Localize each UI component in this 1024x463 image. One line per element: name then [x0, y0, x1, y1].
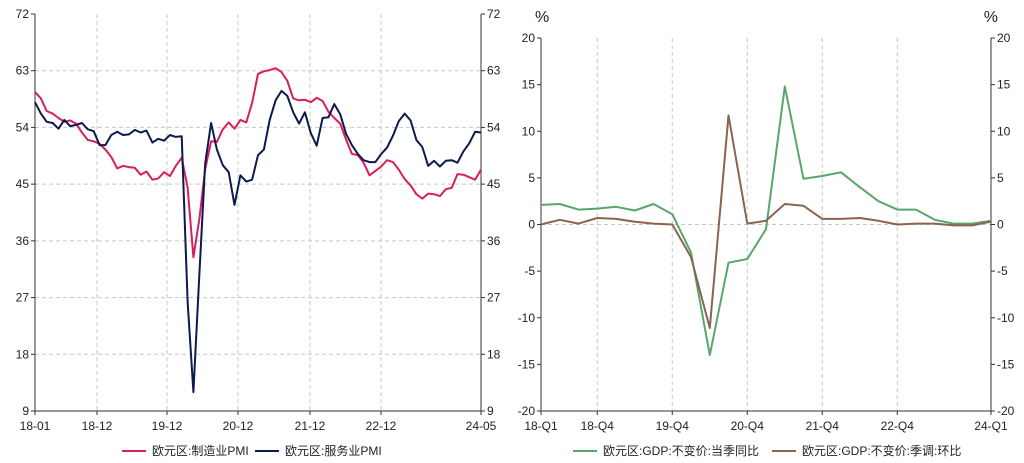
x-tick-label: 18-Q1 — [524, 419, 558, 433]
legend-label: 欧元区:GDP:不变价:季调:环比 — [802, 443, 961, 458]
x-tick-label: 24-05 — [466, 419, 497, 433]
x-tick-label: 24-Q1 — [974, 419, 1008, 433]
y-tick-label-left: 45 — [16, 177, 30, 191]
x-tick-label: 19-Q4 — [656, 419, 690, 433]
y-tick-label-left: 54 — [16, 120, 30, 134]
x-tick-label: 18-Q4 — [581, 419, 615, 433]
unit-label-left: % — [535, 9, 549, 26]
x-tick-label: 19-12 — [152, 419, 183, 433]
y-tick-label-left: 15 — [522, 78, 536, 92]
y-tick-label-left: 0 — [528, 218, 535, 232]
x-tick-label: 18-12 — [82, 419, 113, 433]
y-tick-label-right: 63 — [487, 64, 501, 78]
legend-label: 欧元区:GDP:不变价:当季同比 — [603, 443, 759, 458]
y-tick-label-left: 36 — [16, 234, 30, 248]
x-tick-label: 21-12 — [295, 419, 326, 433]
legend-label: 欧元区:服务业PMI — [285, 443, 382, 458]
y-tick-label-left: -15 — [518, 357, 536, 371]
x-tick-label: 20-Q4 — [731, 419, 765, 433]
x-tick-label: 18-01 — [20, 419, 51, 433]
y-tick-label-right: 54 — [487, 120, 501, 134]
y-tick-label-right: 15 — [997, 78, 1011, 92]
y-tick-label-left: -10 — [518, 311, 536, 325]
x-tick-label: 20-12 — [223, 419, 254, 433]
y-tick-label-right: -15 — [997, 357, 1015, 371]
y-tick-label-right: 10 — [997, 124, 1011, 138]
y-tick-label-left: 72 — [16, 7, 30, 21]
legend-label: 欧元区:制造业PMI — [152, 444, 249, 458]
svc-pmi-line — [34, 89, 482, 394]
y-tick-label-right: 27 — [487, 291, 501, 305]
unit-label-right: % — [984, 9, 998, 26]
y-tick-label-right: 0 — [997, 218, 1004, 232]
mfg-pmi-line — [34, 67, 482, 259]
x-tick-label: 22-12 — [366, 419, 397, 433]
y-tick-label-left: 9 — [22, 404, 29, 418]
gdp-yoy-line — [540, 85, 992, 357]
y-tick-label-right: 45 — [487, 177, 501, 191]
y-tick-label-right: 5 — [997, 171, 1004, 185]
y-tick-label-left: -5 — [524, 264, 535, 278]
x-tick-label: 21-Q4 — [806, 419, 840, 433]
y-tick-label-right: 18 — [487, 347, 501, 361]
y-tick-label-left: 20 — [522, 31, 536, 45]
gdp-qoq-line — [540, 114, 992, 329]
y-tick-label-right: 20 — [997, 31, 1011, 45]
y-tick-label-left: 63 — [16, 64, 30, 78]
y-tick-label-left: 18 — [16, 347, 30, 361]
y-tick-label-right: 36 — [487, 234, 501, 248]
y-tick-label-left: -20 — [518, 404, 536, 418]
y-tick-label-left: 27 — [16, 291, 30, 305]
y-tick-label-right: -20 — [997, 404, 1015, 418]
y-tick-label-left: 10 — [522, 124, 536, 138]
y-tick-label-right: 72 — [487, 7, 501, 21]
y-tick-label-left: 5 — [528, 171, 535, 185]
y-tick-label-right: 9 — [487, 404, 494, 418]
y-tick-label-right: -10 — [997, 311, 1015, 325]
y-tick-label-right: -5 — [997, 264, 1008, 278]
x-tick-label: 22-Q4 — [881, 419, 915, 433]
